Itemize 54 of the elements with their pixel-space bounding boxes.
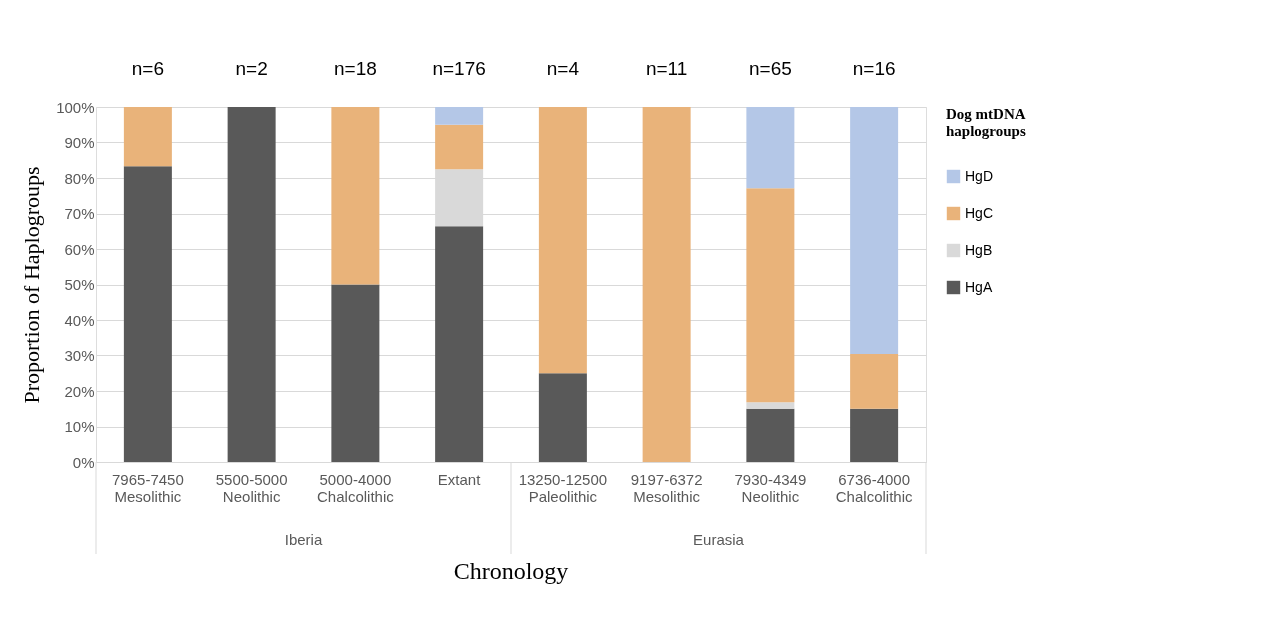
y-tick-label: 100% bbox=[56, 98, 95, 116]
x-tick-label: 6736-4000 Chalcolithic bbox=[835, 470, 913, 505]
y-tick-label: 30% bbox=[64, 347, 95, 364]
bar bbox=[746, 107, 795, 189]
bar bbox=[850, 354, 899, 409]
text: n=176 bbox=[432, 58, 486, 79]
bar bbox=[435, 124, 484, 170]
y-tick-label: 70% bbox=[64, 205, 95, 222]
y-tick-label: 40% bbox=[64, 311, 95, 329]
x-tick-label: 7930-4349 Neolithic bbox=[734, 470, 807, 505]
y-tick-label: 90% bbox=[64, 134, 95, 151]
bar bbox=[850, 107, 899, 355]
bar bbox=[746, 188, 795, 403]
bar bbox=[642, 107, 691, 462]
bar bbox=[123, 107, 172, 167]
text: Eurasia bbox=[693, 531, 745, 548]
bar bbox=[435, 107, 484, 125]
x-axis-title: Chronology bbox=[453, 558, 569, 584]
bar bbox=[331, 107, 380, 285]
x-tick-label: Extant bbox=[437, 470, 482, 488]
legend-label: HgD bbox=[965, 167, 994, 184]
text: n=11 bbox=[645, 58, 688, 79]
text: n=16 bbox=[852, 58, 896, 79]
x-tick-label: 7965-7450 Mesolithic bbox=[112, 470, 184, 505]
text: n=4 bbox=[546, 58, 580, 79]
x-tick-label: 9197-6372 Mesolithic bbox=[630, 470, 703, 505]
y-tick-label: 10% bbox=[64, 418, 95, 435]
bar bbox=[850, 408, 899, 462]
bar bbox=[538, 107, 587, 374]
y-tick-label: 0% bbox=[72, 453, 95, 471]
text: n=2 bbox=[235, 58, 268, 79]
legend-title: Dog mtDNA haplogroups bbox=[946, 106, 1026, 139]
bar bbox=[746, 408, 795, 462]
y-tick-label: 60% bbox=[64, 240, 95, 258]
bar bbox=[746, 402, 795, 409]
legend-label: HgA bbox=[965, 278, 993, 295]
text: Iberia bbox=[284, 531, 323, 548]
bar bbox=[331, 284, 380, 462]
text: n=18 bbox=[333, 58, 377, 79]
bar bbox=[123, 166, 172, 462]
text: n=6 bbox=[131, 58, 164, 79]
legend-label: HgB bbox=[965, 241, 993, 258]
bar bbox=[227, 107, 276, 462]
x-tick-label: 5500-5000 Neolithic bbox=[215, 470, 288, 505]
text: n=65 bbox=[748, 58, 792, 79]
y-tick-label: 50% bbox=[64, 276, 95, 293]
x-tick-label: 5000-4000 Chalcolithic bbox=[317, 470, 395, 505]
bar bbox=[538, 373, 587, 462]
x-tick-label: 13250-12500 Paleolithic bbox=[518, 470, 608, 505]
y-tick-label: 20% bbox=[64, 382, 95, 400]
y-axis-title: Proportion of Haplogroups bbox=[19, 166, 45, 404]
legend-label: HgC bbox=[965, 204, 994, 221]
y-tick-label: 80% bbox=[64, 169, 95, 187]
bar bbox=[435, 226, 484, 462]
